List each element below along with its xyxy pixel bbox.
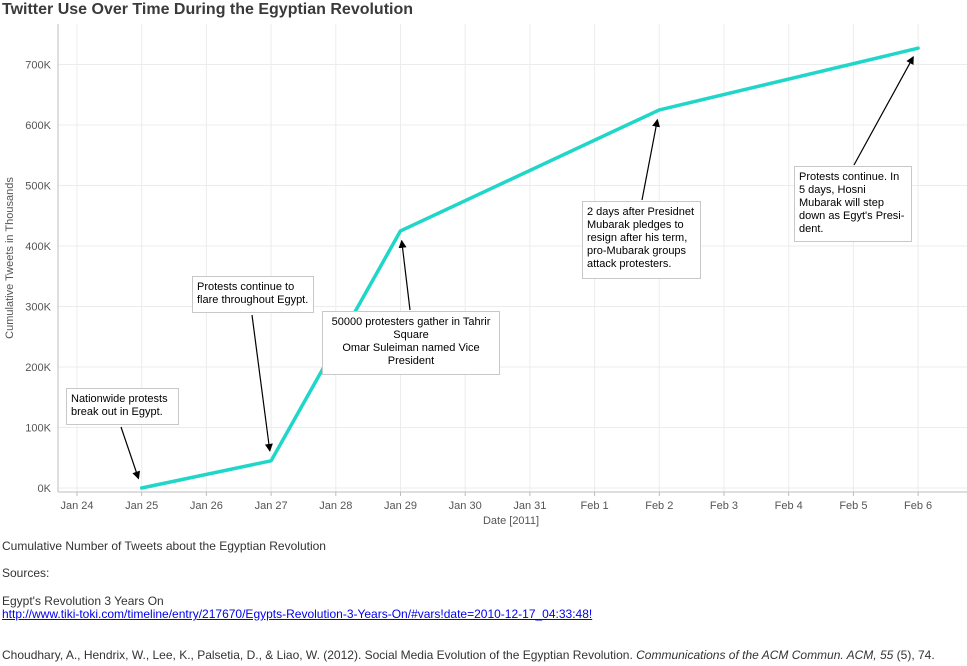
annotation-arrow [853, 56, 914, 166]
series-line [139, 46, 920, 490]
x-axis-label: Date [2011] [483, 515, 539, 527]
y-axis-label: Cumulative Tweets in Thousands [4, 177, 16, 339]
annotation-arrow [641, 118, 661, 201]
x-tick-label: Jan 30 [449, 500, 482, 512]
y-tick-label: 100K [25, 423, 51, 435]
x-tick-label: Feb 1 [581, 500, 609, 512]
x-tick-label: Jan 29 [384, 500, 417, 512]
y-tick-label: 200K [25, 362, 51, 374]
annotation-jan27: Protests continue to flare throughout Eg… [192, 276, 314, 313]
annotation-feb2: 2 days after Presidnet Mubarak pledges t… [582, 201, 701, 279]
x-tick-label: Feb 6 [904, 500, 932, 512]
reference-citation: Choudhary, A., Hendrix, W., Lee, K., Pal… [2, 648, 935, 662]
annotation-jan29: 50000 protesters gather in Tahrir Square… [322, 311, 500, 375]
y-tick-label: 600K [25, 120, 51, 132]
annotation-arrow [120, 426, 141, 480]
annotation-arrow [398, 239, 411, 311]
x-tick-label: Jan 24 [60, 500, 93, 512]
x-tick-label: Jan 31 [513, 500, 546, 512]
y-tick-label: 500K [25, 181, 51, 193]
x-tick-label: Feb 4 [775, 500, 803, 512]
x-tick-label: Jan 28 [319, 500, 352, 512]
line-chart: 0K 100K 200K 300K 400K 500K 600K 700K Jan 24 Jan … [4, 24, 967, 527]
y-tick-label: 0K [38, 483, 52, 495]
chart-title: Twitter Use Over Time During the Egyptia… [2, 1, 414, 18]
x-tick-label: Jan 25 [125, 500, 158, 512]
y-tick-label: 300K [25, 302, 51, 314]
figure-caption: Cumulative Number of Tweets about the Eg… [2, 539, 326, 553]
annotation-jan25: Nationwide protests break out in Egypt. [66, 388, 179, 425]
reference-issue: (5), 74. [893, 648, 935, 662]
source-title: Egypt's Revolution 3 Years On [2, 594, 164, 608]
x-tick-label: Jan 27 [255, 500, 288, 512]
sources-label: Sources: [2, 566, 50, 580]
x-tick-label: Feb 3 [710, 500, 738, 512]
x-tick-label: Feb 2 [645, 500, 673, 512]
reference-text: Choudhary, A., Hendrix, W., Lee, K., Pal… [2, 648, 637, 662]
reference-journal: Communications of the ACM Commun. ACM, 5… [636, 648, 894, 662]
x-tick-label: Feb 5 [839, 500, 867, 512]
x-tick-label: Jan 26 [190, 500, 223, 512]
annotation-arrow [251, 314, 273, 452]
source-link[interactable]: http://www.tiki-toki.com/timeline/entry/… [2, 607, 593, 621]
annotation-feb6: Protests continue. In 5 days, Hosni Muba… [794, 166, 912, 242]
y-tick-label: 700K [25, 60, 51, 72]
y-tick-label: 400K [25, 241, 51, 253]
